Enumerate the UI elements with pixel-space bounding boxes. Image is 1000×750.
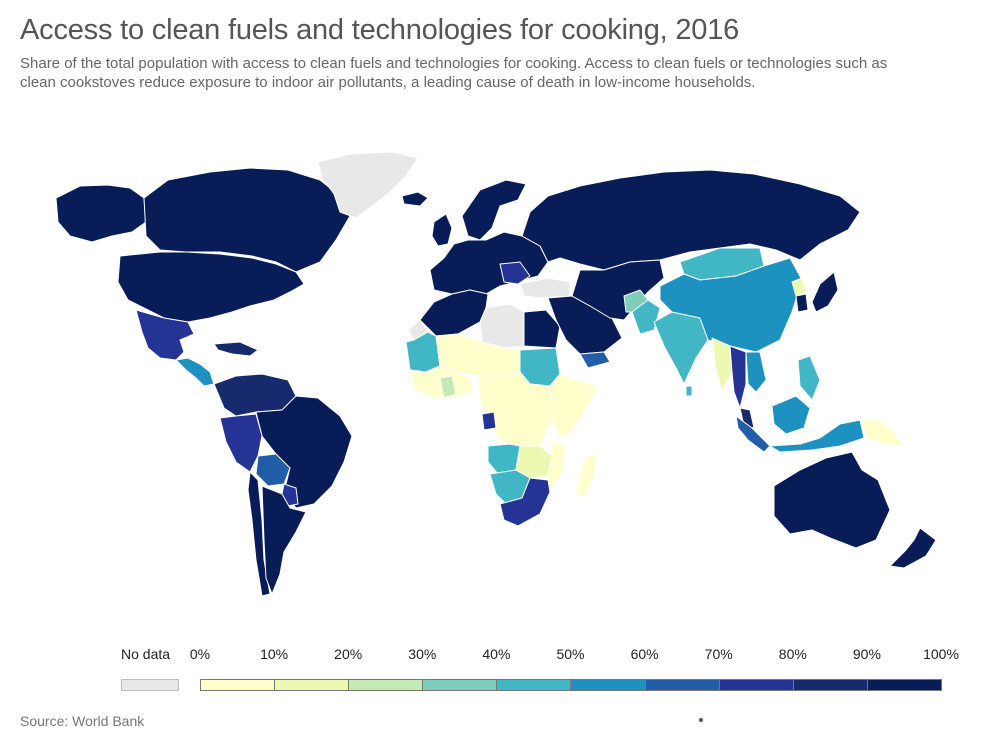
- map-region-north-korea[interactable]: [791, 277, 807, 297]
- legend-tick-label-7: 70%: [704, 646, 733, 662]
- map-region-mauritania-mali[interactable]: [405, 331, 441, 373]
- legend-bin-4[interactable]: [496, 679, 572, 691]
- map-region-turkey[interactable]: [519, 277, 571, 299]
- map-region-ghana-nigeria-band[interactable]: [439, 375, 457, 399]
- map-region-greenland[interactable]: [317, 151, 419, 219]
- map-region-vietnam[interactable]: [745, 351, 767, 393]
- legend-tick-label-5: 50%: [556, 646, 585, 662]
- legend-tick-label-6: 60%: [630, 646, 659, 662]
- map-region-korea[interactable]: [795, 293, 809, 313]
- chart-subtitle: Share of the total population with acces…: [20, 55, 888, 91]
- map-region-central-america[interactable]: [175, 357, 215, 387]
- map-region-caribbean[interactable]: [213, 341, 259, 357]
- map-region-scandinavia[interactable]: [461, 179, 527, 241]
- decorative-dot: [699, 718, 703, 722]
- legend-bin-7[interactable]: [718, 679, 794, 691]
- map-region-thailand[interactable]: [729, 345, 747, 409]
- map-region-india[interactable]: [653, 311, 709, 385]
- map-region-uk-ireland[interactable]: [431, 213, 453, 247]
- legend-no-data-label: No data: [121, 646, 171, 662]
- map-region-russia[interactable]: [521, 169, 861, 271]
- map-region-alaska[interactable]: [55, 184, 147, 243]
- legend-bin-0[interactable]: [200, 679, 276, 691]
- map-region-sumatra[interactable]: [735, 415, 771, 453]
- map-region-sri-lanka[interactable]: [685, 385, 693, 397]
- legend-tick-label-2: 20%: [334, 646, 363, 662]
- legend-bin-6[interactable]: [644, 679, 720, 691]
- source-note: Source: World Bank: [20, 713, 145, 729]
- map-region-pakistan[interactable]: [631, 299, 661, 335]
- map-region-usa[interactable]: [117, 251, 305, 323]
- legend-tick-label-4: 40%: [482, 646, 511, 662]
- map-region-peru[interactable]: [219, 413, 263, 473]
- chart-title: Access to clean fuels and technologies f…: [20, 14, 740, 46]
- legend-bin-3[interactable]: [422, 679, 498, 691]
- map-region-angola[interactable]: [487, 443, 521, 475]
- map-region-mexico[interactable]: [135, 309, 195, 361]
- legend-tick-label-100: 100%: [923, 646, 959, 662]
- map-region-balkans[interactable]: [499, 261, 531, 285]
- map-region-indonesia-east[interactable]: [769, 419, 865, 453]
- map-region-gabon[interactable]: [481, 411, 497, 431]
- map-region-north-africa[interactable]: [419, 289, 489, 337]
- map-region-yemen[interactable]: [579, 351, 611, 369]
- legend-bin-8[interactable]: [792, 679, 868, 691]
- map-region-myanmar[interactable]: [711, 337, 733, 391]
- map-region-south-africa[interactable]: [499, 477, 551, 527]
- legend-tick-label-3: 30%: [408, 646, 437, 662]
- map-region-iran-central-asia[interactable]: [571, 259, 665, 321]
- map-region-australia[interactable]: [773, 451, 891, 549]
- map-region-borneo[interactable]: [771, 395, 811, 435]
- map-legend: No data 100% 0% 10% 20% 30% 40% 50% 60% 70% 80% 9…: [0, 640, 1000, 700]
- legend-tick-label-8: 80%: [778, 646, 807, 662]
- map-region-zambia-zimbabwe[interactable]: [515, 445, 553, 479]
- map-region-iceland[interactable]: [401, 191, 429, 207]
- map-region-egypt[interactable]: [523, 309, 561, 349]
- legend-bin-5[interactable]: [570, 679, 646, 691]
- legend-tick-label-0: 0%: [189, 646, 211, 662]
- legend-tick-label-9: 90%: [852, 646, 881, 662]
- map-region-argentina[interactable]: [261, 485, 307, 595]
- map-region-new-zealand[interactable]: [889, 527, 937, 569]
- legend-tick-label-1: 10%: [260, 646, 289, 662]
- legend-bin-1[interactable]: [274, 679, 350, 691]
- map-region-japan[interactable]: [811, 271, 839, 313]
- map-region-china[interactable]: [659, 257, 803, 353]
- map-region-chile[interactable]: [247, 471, 271, 597]
- map-region-madagascar[interactable]: [575, 453, 597, 499]
- map-region-libya[interactable]: [479, 303, 525, 349]
- legend-bin-9[interactable]: [866, 679, 942, 691]
- map-region-papua-new-guinea[interactable]: [861, 419, 905, 447]
- map-region-philippines[interactable]: [797, 355, 821, 401]
- legend-bin-2[interactable]: [348, 679, 424, 691]
- map-region-east-africa[interactable]: [549, 373, 599, 441]
- legend-no-data-swatch: [121, 679, 179, 691]
- world-map: [0, 145, 1000, 615]
